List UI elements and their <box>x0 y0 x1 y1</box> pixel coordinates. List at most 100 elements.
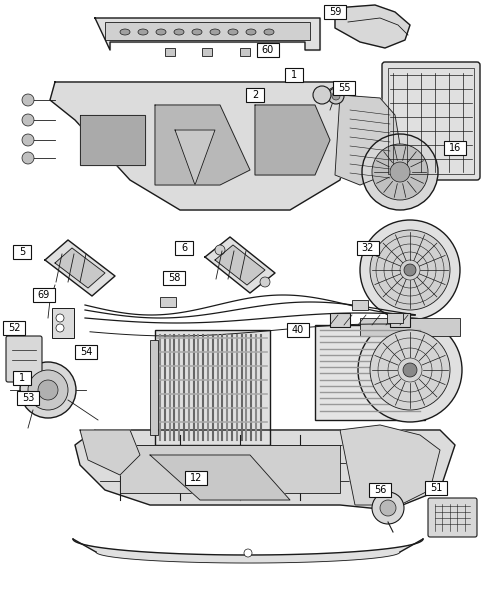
Text: 6: 6 <box>181 243 187 253</box>
Ellipse shape <box>210 29 220 35</box>
Text: 1: 1 <box>290 70 296 80</box>
Bar <box>163 271 184 285</box>
Polygon shape <box>55 248 105 288</box>
Bar <box>75 345 97 359</box>
Bar <box>351 300 367 310</box>
Circle shape <box>403 264 415 276</box>
Text: 56: 56 <box>373 485 385 495</box>
Bar <box>359 318 459 336</box>
Polygon shape <box>175 130 214 185</box>
Circle shape <box>359 220 459 320</box>
Bar <box>257 43 278 57</box>
Bar <box>387 68 473 174</box>
Ellipse shape <box>192 29 201 35</box>
Polygon shape <box>155 105 249 185</box>
Circle shape <box>38 380 58 400</box>
FancyBboxPatch shape <box>6 336 42 382</box>
Polygon shape <box>80 430 140 475</box>
Text: 69: 69 <box>38 290 50 300</box>
Polygon shape <box>80 115 145 165</box>
Bar <box>175 241 193 255</box>
Circle shape <box>361 134 437 210</box>
Circle shape <box>56 314 64 322</box>
Text: 58: 58 <box>167 273 180 283</box>
Bar <box>333 81 354 95</box>
Circle shape <box>214 245 225 255</box>
Bar <box>314 325 424 420</box>
Polygon shape <box>95 18 319 50</box>
Circle shape <box>357 318 461 422</box>
Text: 53: 53 <box>22 393 34 403</box>
Circle shape <box>312 86 330 104</box>
Circle shape <box>243 549 252 557</box>
Text: 54: 54 <box>80 347 92 357</box>
Circle shape <box>22 152 34 164</box>
Text: 60: 60 <box>261 45 273 55</box>
Bar <box>160 297 176 307</box>
Circle shape <box>56 324 64 332</box>
Bar <box>13 245 31 259</box>
Polygon shape <box>334 95 399 185</box>
Circle shape <box>371 144 427 200</box>
Bar <box>356 241 378 255</box>
Text: 52: 52 <box>8 323 20 333</box>
Bar <box>386 313 402 323</box>
Text: 59: 59 <box>328 7 340 17</box>
Text: 55: 55 <box>337 83 349 93</box>
Bar <box>13 371 31 385</box>
Bar <box>443 141 465 155</box>
Circle shape <box>259 277 270 287</box>
Polygon shape <box>255 105 329 175</box>
FancyBboxPatch shape <box>427 498 476 537</box>
Text: 32: 32 <box>361 243 374 253</box>
Bar <box>33 288 55 302</box>
Circle shape <box>402 363 416 377</box>
Circle shape <box>332 92 339 100</box>
Circle shape <box>28 370 68 410</box>
Ellipse shape <box>245 29 256 35</box>
Bar <box>165 48 175 56</box>
Bar <box>329 313 349 327</box>
Bar <box>3 321 25 335</box>
Ellipse shape <box>263 29 273 35</box>
Bar <box>287 323 308 337</box>
Circle shape <box>327 88 343 104</box>
Circle shape <box>379 500 395 516</box>
Bar <box>201 48 212 56</box>
Text: 12: 12 <box>189 473 202 483</box>
Polygon shape <box>73 539 422 563</box>
Ellipse shape <box>120 29 130 35</box>
Bar <box>323 5 345 19</box>
Circle shape <box>22 114 34 126</box>
Ellipse shape <box>174 29 183 35</box>
Polygon shape <box>45 240 115 296</box>
Text: 51: 51 <box>429 483 441 493</box>
Circle shape <box>369 230 449 310</box>
Circle shape <box>22 94 34 106</box>
Text: 40: 40 <box>291 325 303 335</box>
Text: 1: 1 <box>19 373 25 383</box>
Polygon shape <box>339 425 439 505</box>
Polygon shape <box>75 430 454 510</box>
Ellipse shape <box>227 29 238 35</box>
Circle shape <box>20 362 76 418</box>
Polygon shape <box>50 82 359 210</box>
Circle shape <box>389 162 409 182</box>
Bar <box>105 22 309 40</box>
Circle shape <box>369 330 449 410</box>
Bar <box>17 391 39 405</box>
Polygon shape <box>205 237 274 293</box>
Bar <box>155 330 270 445</box>
Bar <box>368 483 390 497</box>
Bar <box>184 471 207 485</box>
Bar <box>150 340 158 435</box>
Bar <box>245 88 263 102</box>
FancyBboxPatch shape <box>381 62 479 180</box>
Bar <box>285 68 302 82</box>
Text: 2: 2 <box>251 90 257 100</box>
Circle shape <box>22 134 34 146</box>
Polygon shape <box>214 245 264 285</box>
Ellipse shape <box>138 29 148 35</box>
Text: 5: 5 <box>19 247 25 257</box>
Bar <box>52 308 74 338</box>
